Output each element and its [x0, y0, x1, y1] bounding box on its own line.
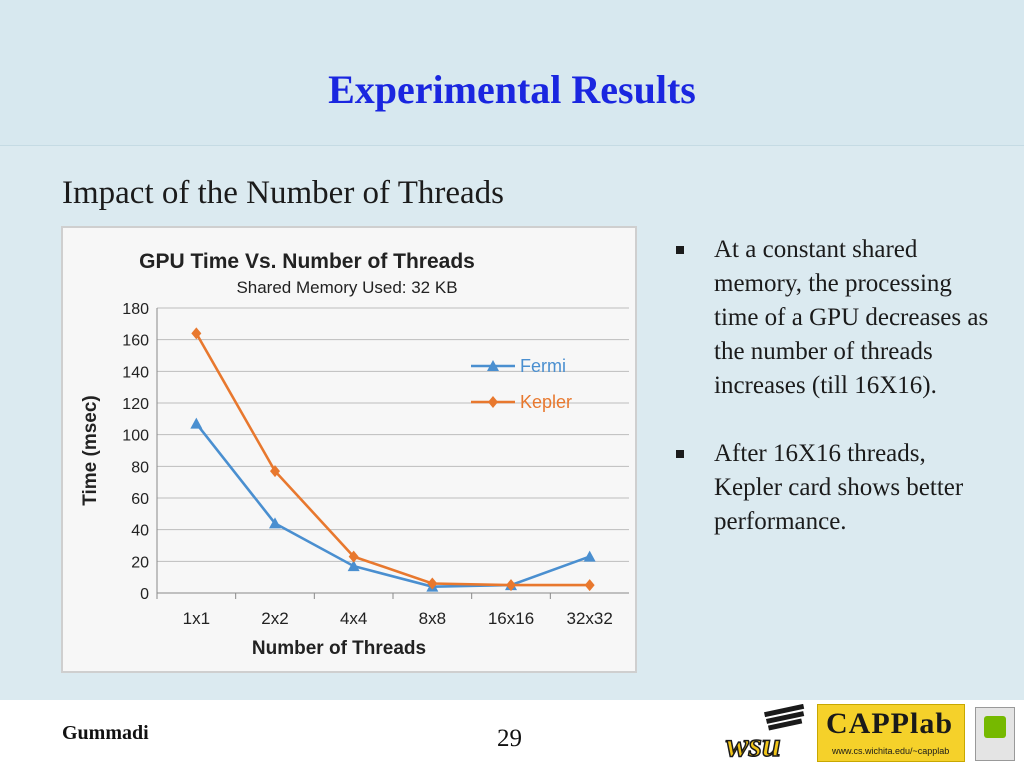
bullet-list: At a constant shared memory, the process… [676, 233, 996, 573]
legend-label-kepler: Kepler [520, 392, 572, 412]
y-tick-label: 120 [122, 396, 149, 413]
data-point-kepler [270, 465, 280, 478]
series-line-fermi [195, 422, 591, 588]
y-tick-label: 100 [122, 428, 149, 445]
wsu-logo-text: wsu [726, 727, 781, 762]
chart-container: GPU Time Vs. Number of Threads Shared Mem… [61, 226, 637, 673]
slide-subtitle: Impact of the Number of Threads [62, 175, 504, 211]
y-tick-label: 40 [131, 523, 149, 540]
legend-marker-fermi [487, 360, 499, 371]
x-tick-label: 8x8 [419, 609, 446, 628]
title-band [0, 0, 1024, 146]
bullet-item: At a constant shared memory, the process… [676, 233, 996, 403]
y-tick-label: 140 [122, 364, 149, 381]
nvidia-eye-icon [984, 716, 1006, 738]
y-axis-label: Time (msec) [80, 395, 101, 506]
x-tick-label: 4x4 [340, 609, 367, 628]
bullet-text: After 16X16 threads, Kepler card shows b… [714, 440, 964, 535]
data-point-fermi [583, 550, 596, 562]
data-point-kepler [348, 550, 359, 563]
bullet-item: After 16X16 threads, Kepler card shows b… [676, 437, 996, 539]
page-number: 29 [497, 725, 522, 752]
nvidia-logo [975, 707, 1015, 761]
series-line-kepler [195, 332, 590, 587]
y-tick-label: 0 [140, 586, 149, 603]
legend-label-fermi: Fermi [520, 356, 566, 376]
chart-title: GPU Time Vs. Number of Threads [139, 250, 475, 273]
x-axis-label: Number of Threads [252, 638, 426, 659]
x-tick-label: 1x1 [183, 609, 210, 628]
x-tick-label: 16x16 [488, 609, 534, 628]
y-tick-label: 20 [131, 554, 149, 571]
legend-marker-kepler [488, 396, 498, 408]
capp-lab-logo: CAPPlab www.cs.wichita.edu/~capplab [817, 704, 965, 762]
slide-title: Experimental Results [328, 67, 696, 112]
data-point-fermi [190, 417, 203, 429]
data-point-fermi [347, 560, 360, 572]
capp-lab-logo-text: CAPPlab [826, 707, 953, 740]
bullet-square-icon [676, 246, 684, 254]
wsu-logo: wsu [725, 704, 805, 762]
x-tick-label: 2x2 [261, 609, 288, 628]
data-point-kepler [427, 577, 438, 590]
y-tick-label: 180 [122, 301, 149, 318]
data-point-kepler [584, 579, 595, 592]
line-chart: GPU Time Vs. Number of Threads Shared Mem… [80, 250, 629, 659]
x-tick-label: 32x32 [567, 609, 613, 628]
data-point-kepler [191, 327, 202, 340]
bullet-square-icon [676, 450, 684, 458]
chart-subtitle: Shared Memory Used: 32 KB [236, 278, 457, 297]
author-name: Gummadi [62, 722, 149, 744]
data-point-kepler [506, 579, 516, 592]
y-tick-label: 80 [131, 459, 149, 476]
bullet-text: At a constant shared memory, the process… [714, 236, 989, 399]
y-tick-label: 160 [122, 333, 149, 350]
capp-lab-url: www.cs.wichita.edu/~capplab [832, 746, 950, 756]
data-point-fermi [269, 517, 281, 529]
y-tick-label: 60 [131, 491, 149, 508]
